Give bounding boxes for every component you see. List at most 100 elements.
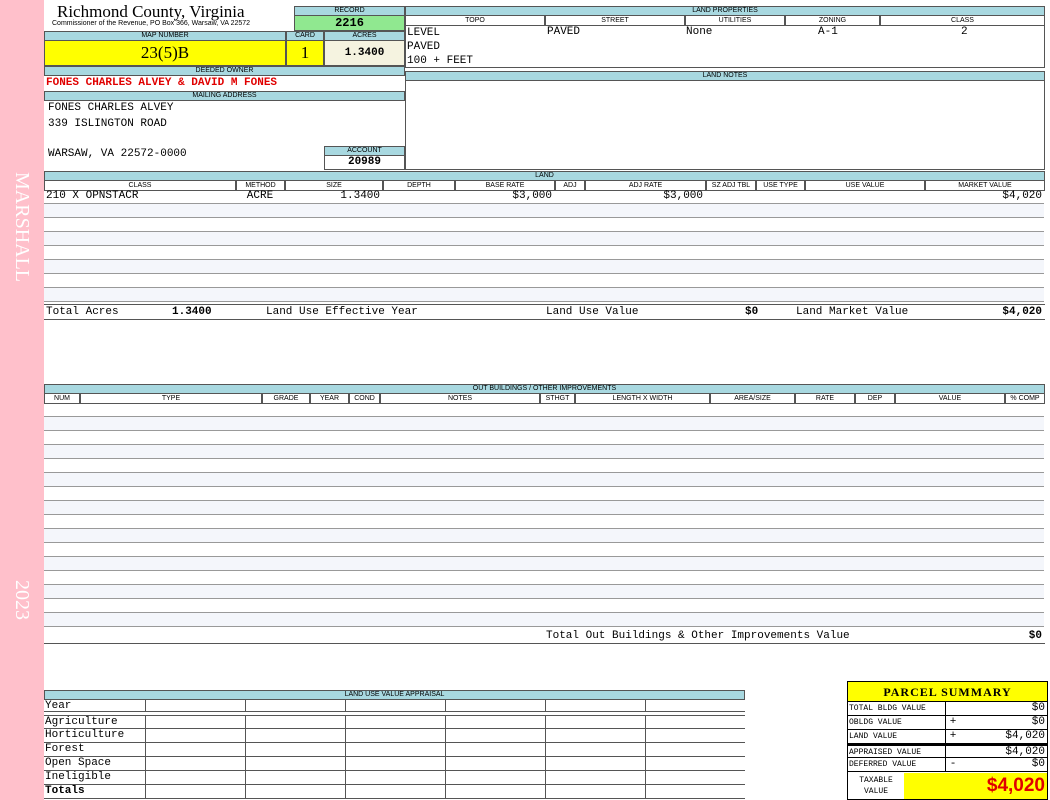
land-props-label: LAND PROPERTIES: [405, 6, 1045, 16]
land-cell: $3,000: [663, 190, 703, 202]
summary-row: LAND VALUE + $4,020: [848, 730, 1047, 744]
card-number: 1: [286, 40, 324, 66]
land-notes: [405, 80, 1045, 170]
land-use-cell: [645, 729, 745, 742]
land-use-row-label: Horticulture: [45, 729, 125, 741]
county-title: Richmond County, Virginia: [57, 2, 245, 21]
column-header: AREA/SIZE: [710, 394, 795, 404]
column-header: STREET: [545, 16, 685, 26]
acres-value: 1.3400: [324, 40, 405, 66]
column-header: BASE RATE: [455, 181, 555, 191]
land-use-cell: [245, 785, 345, 798]
column-header: STHGT: [540, 394, 575, 404]
land-use-row-label: Totals: [45, 785, 85, 797]
land-row: [44, 260, 1044, 274]
column-header: DEPTH: [383, 181, 455, 191]
land-use-cell: [445, 700, 545, 711]
column-header: DEP: [855, 394, 895, 404]
land-use-row-label: Ineligible: [45, 771, 112, 783]
land-market-value: $4,020: [1002, 306, 1042, 318]
topo: 100 + FEET: [407, 55, 474, 67]
outbuilding-row: [44, 571, 1044, 585]
land-row: [44, 246, 1044, 260]
map-number: 23(5)B: [44, 40, 286, 66]
outbuilding-row: [44, 585, 1044, 599]
land-use-cell: [145, 771, 245, 784]
parcel-summary: PARCEL SUMMARY TOTAL BLDG VALUE $0 OBLDG V…: [847, 681, 1048, 800]
county-address: Commissioner of the Revenue, PO Box 366,…: [52, 20, 251, 27]
land-cell: ACRE: [246, 190, 274, 202]
summary-value: $4,020: [1005, 746, 1045, 758]
land-use-cell: [245, 757, 345, 770]
land-use-row-label: Agriculture: [45, 716, 118, 728]
land-row: [44, 274, 1044, 288]
summary-operator: +: [949, 716, 957, 728]
land-use-cell: [345, 716, 445, 728]
outbuilding-row: [44, 529, 1044, 543]
outbuilding-row: [44, 403, 1044, 417]
land-props-body: LEVEL PAVED 100 + FEET PAVED None A-1 2: [405, 25, 1045, 68]
summary-label: OBLDG VALUE: [848, 716, 946, 729]
summary-value: $0: [1031, 758, 1045, 770]
topo-values: LEVEL PAVED 100 + FEET: [407, 26, 473, 68]
land-row: [44, 204, 1044, 218]
land-use-row: Year: [44, 700, 745, 712]
zoning: A-1: [818, 26, 838, 38]
summary-operator: +: [949, 730, 957, 742]
land-use-row-label: Year: [45, 700, 72, 712]
summary-row: OBLDG VALUE + $0: [848, 716, 1047, 730]
land-use-row-label: Forest: [45, 743, 85, 755]
column-header: LENGTH X WIDTH: [575, 394, 710, 404]
year-label: 2023: [11, 580, 33, 620]
total-acres: 1.3400: [172, 306, 212, 318]
outbuilding-row: [44, 417, 1044, 431]
land-use-cell: [645, 716, 745, 728]
column-header: USE TYPE: [756, 181, 805, 191]
land-use-cell: [145, 743, 245, 756]
summary-label: APPRAISED VALUE: [848, 746, 946, 757]
utilities: None: [686, 26, 713, 38]
outbuildings-label: OUT BUILDINGS / OTHER IMPROVEMENTS: [44, 384, 1045, 394]
summary-operator: [946, 746, 960, 757]
land-use-cell: [345, 771, 445, 784]
column-header: USE VALUE: [805, 181, 925, 191]
summary-row: TOTAL BLDG VALUE $0: [848, 702, 1047, 716]
land-use-cell: [545, 785, 645, 798]
column-header: TOPO: [405, 16, 545, 26]
mailing-label: MAILING ADDRESS: [44, 91, 405, 101]
land-use-row: Horticulture: [44, 729, 745, 743]
mail-line-2: 339 ISLINGTON ROAD: [48, 118, 167, 130]
land-cell: 1.3400: [340, 190, 380, 202]
outbuildings-total: Total Out Buildings & Other Improvements…: [44, 628, 1045, 644]
summary-row: DEFERRED VALUE - $0: [848, 758, 1047, 772]
topo: PAVED: [407, 41, 441, 53]
summary-label: LAND VALUE: [848, 730, 946, 743]
land-cell: $3,000: [512, 190, 552, 202]
column-header: SIZE: [285, 181, 383, 191]
outbuilding-row: [44, 501, 1044, 515]
total-acres-label: Total Acres: [46, 306, 119, 318]
land-use-cell: [345, 743, 445, 756]
land-row: 210 X OPNSTACR ACRE 1.3400 $3,000 $3,000 $4,0…: [44, 190, 1044, 204]
land-use-cell: [645, 757, 745, 770]
land-use-cell: [345, 757, 445, 770]
land-use-cell: [445, 771, 545, 784]
land-use-cell: [245, 700, 345, 711]
column-header: METHOD: [236, 181, 285, 191]
land-use-cell: [645, 771, 745, 784]
account-number: 20989: [324, 155, 405, 170]
land-cell: 210 X OPNSTACR: [46, 190, 139, 202]
land-use-row: Agriculture: [44, 715, 745, 729]
land-use-cell: [545, 743, 645, 756]
record-number: 2216: [294, 15, 405, 31]
land-use-cell: [145, 785, 245, 798]
land-use-cell: [245, 743, 345, 756]
outbuildings-total-label: Total Out Buildings & Other Improvements…: [546, 630, 850, 642]
mail-line-1: FONES CHARLES ALVEY: [48, 102, 174, 114]
column-header: ADJ: [555, 181, 585, 191]
summary-value: $0: [1031, 716, 1045, 728]
taxable-value: $4,020: [904, 773, 1047, 799]
land-use-row: Totals: [44, 785, 745, 799]
land-cell: $4,020: [1002, 190, 1042, 202]
land-use-cell: [145, 757, 245, 770]
